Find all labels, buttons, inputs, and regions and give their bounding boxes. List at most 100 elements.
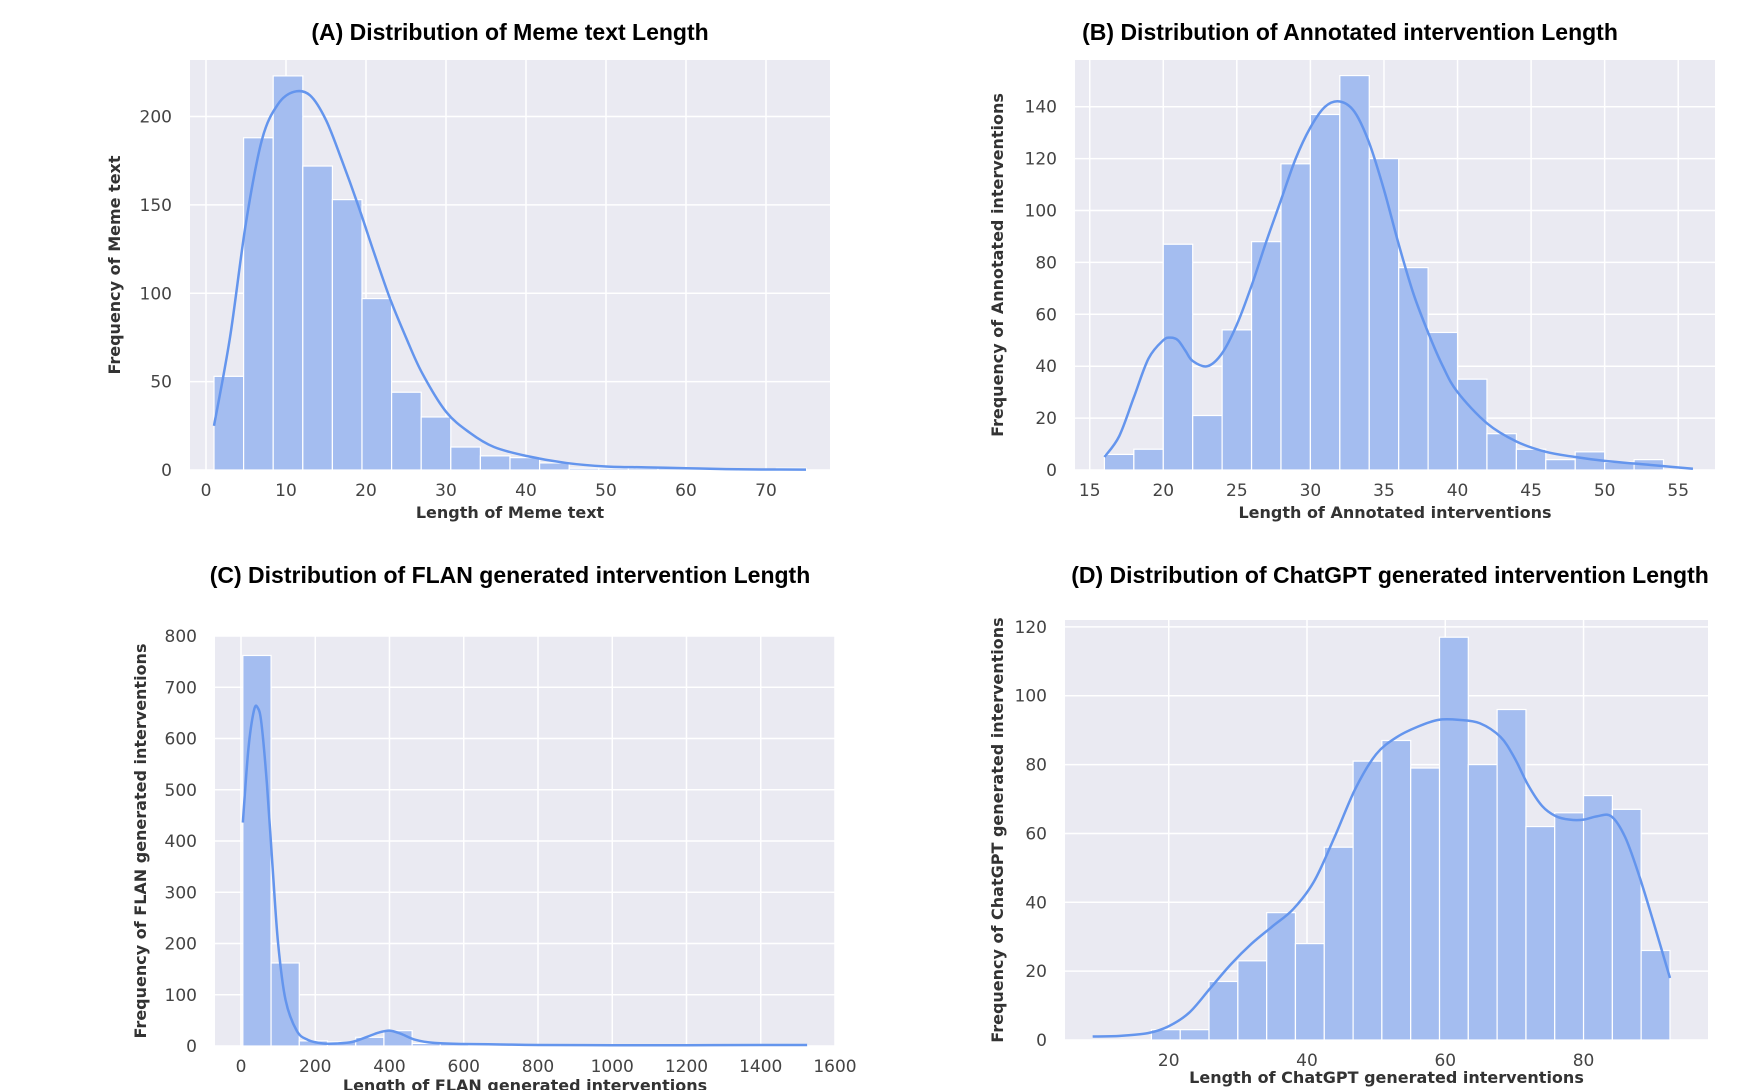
x-tick-label: 80 <box>1573 1051 1595 1071</box>
y-tick-label: 100 <box>1025 202 1057 222</box>
histogram-bar <box>243 137 274 471</box>
y-tick-label: 0 <box>186 1037 197 1057</box>
panel-d-chatgpt-intervention-length: 20 40 60 80 0 20 40 60 80 100 120 (D) Distribution … <box>988 562 1709 1087</box>
x-tick-label: 20 <box>1152 481 1174 501</box>
y-tick-label: 200 <box>165 935 197 955</box>
panel-b-annotated-intervention-length: 15 20 25 30 35 40 45 50 55 0 20 40 60 80 100 120 140 (B) … <box>988 19 1715 522</box>
histogram-bar <box>1398 266 1429 471</box>
y-axis-label: Frequency of Meme text <box>105 155 124 374</box>
x-tick-label: 10 <box>275 481 297 501</box>
x-tick-label: 0 <box>236 1057 247 1077</box>
histogram-bar <box>213 375 245 471</box>
y-tick-label: 300 <box>165 883 197 903</box>
y-tick-label: 120 <box>1025 150 1057 170</box>
y-tick-label: 200 <box>140 108 172 128</box>
x-tick-label: 30 <box>435 481 457 501</box>
x-tick-label: 200 <box>299 1057 331 1077</box>
histogram-bar <box>1192 414 1223 471</box>
histogram-bar <box>1339 74 1370 471</box>
y-tick-label: 100 <box>165 986 197 1006</box>
y-tick-label: 80 <box>1025 756 1047 776</box>
y-tick-label: 500 <box>165 781 197 801</box>
histogram-bar <box>538 462 570 471</box>
histogram-bar <box>1133 448 1164 471</box>
panel-title: (D) Distribution of ChatGPT generated in… <box>1071 562 1709 588</box>
x-tick-label: 600 <box>448 1057 480 1077</box>
histogram-bar <box>331 199 363 471</box>
y-tick-label: 50 <box>150 373 172 393</box>
histogram-bar <box>361 297 393 471</box>
x-tick-label: 50 <box>595 481 617 501</box>
histogram-bar <box>1266 912 1297 1041</box>
x-tick-label: 0 <box>201 481 212 501</box>
histogram-bar <box>1456 378 1488 471</box>
x-axis-label: Length of Meme text <box>416 503 605 522</box>
histogram-bar <box>598 467 629 471</box>
histogram-bar <box>1352 760 1383 1041</box>
y-tick-label: 600 <box>165 730 197 750</box>
y-tick-label: 80 <box>1035 253 1057 273</box>
histogram-bar <box>1208 980 1239 1041</box>
y-tick-label: 150 <box>140 196 172 216</box>
y-tick-label: 20 <box>1035 409 1057 429</box>
x-tick-label: 70 <box>755 481 777 501</box>
histogram-bar <box>1496 708 1527 1041</box>
y-tick-label: 800 <box>165 627 197 647</box>
histogram-bar <box>302 165 333 471</box>
histogram-bar <box>1237 960 1268 1041</box>
y-tick-label: 100 <box>140 284 172 304</box>
histogram-bar <box>1309 113 1341 471</box>
histogram-bar <box>242 654 272 1047</box>
histogram-bar <box>1381 739 1412 1041</box>
x-tick-label: 400 <box>373 1057 405 1077</box>
histogram-bar <box>1467 763 1498 1041</box>
panel-a-meme-text-length: 0 10 20 30 40 50 60 70 0 50 100 150 200 (A) Distribut… <box>105 19 830 522</box>
histogram-bar <box>1179 1029 1210 1041</box>
histogram-bar <box>479 455 511 471</box>
kde-curve <box>1103 100 1694 470</box>
histogram-bar <box>568 467 600 471</box>
x-tick-label: 800 <box>522 1057 554 1077</box>
histogram-bar <box>1221 329 1253 471</box>
y-tick-label: 20 <box>1025 962 1047 982</box>
x-tick-label: 20 <box>1158 1051 1180 1071</box>
x-axis-label: Length of ChatGPT generated intervention… <box>1189 1068 1584 1087</box>
kde-curve <box>212 89 807 471</box>
x-tick-label: 30 <box>1300 481 1322 501</box>
x-tick-label: 50 <box>1594 481 1616 501</box>
histogram-bar <box>270 962 300 1047</box>
y-tick-label: 40 <box>1035 357 1057 377</box>
x-axis-label: Length of FLAN generated interventions <box>343 1076 707 1090</box>
y-axis-label: Frequency of FLAN generated intervention… <box>131 644 150 1039</box>
x-tick-label: 1600 <box>813 1057 856 1077</box>
y-tick-label: 0 <box>1036 1031 1047 1051</box>
histogram-bar <box>1410 767 1441 1041</box>
histogram-bar <box>1368 158 1400 471</box>
x-tick-label: 60 <box>675 481 697 501</box>
y-tick-label: 40 <box>1025 893 1047 913</box>
panel-title: (B) Distribution of Annotated interventi… <box>1082 19 1618 45</box>
kde-curve <box>241 704 808 1047</box>
histogram-bar <box>509 457 541 471</box>
histogram-bar <box>450 446 481 471</box>
histogram-bar <box>391 391 422 471</box>
kde-curve <box>1092 717 1672 1038</box>
histogram-bar <box>420 416 452 471</box>
histogram-bar <box>1250 241 1282 471</box>
y-axis-label: Frequency of Annotated interventions <box>988 93 1007 437</box>
x-tick-label: 1000 <box>591 1057 634 1077</box>
x-tick-label: 40 <box>515 481 537 501</box>
x-tick-label: 1200 <box>665 1057 708 1077</box>
histogram-bar <box>1554 812 1585 1041</box>
x-tick-label: 40 <box>1447 481 1469 501</box>
y-tick-label: 60 <box>1035 305 1057 325</box>
histogram-bar <box>1582 794 1613 1041</box>
panel-c-flan-intervention-length: 0 200 400 600 800 1000 1200 1400 1600 0 100 200 300 4… <box>131 562 857 1090</box>
y-tick-label: 100 <box>1015 687 1047 707</box>
histogram-bar <box>1515 448 1547 471</box>
panel-title: (C) Distribution of FLAN generated inter… <box>210 562 811 588</box>
histogram-bar <box>1427 331 1459 471</box>
histogram-bar <box>1294 943 1325 1041</box>
y-tick-label: 700 <box>165 678 197 698</box>
